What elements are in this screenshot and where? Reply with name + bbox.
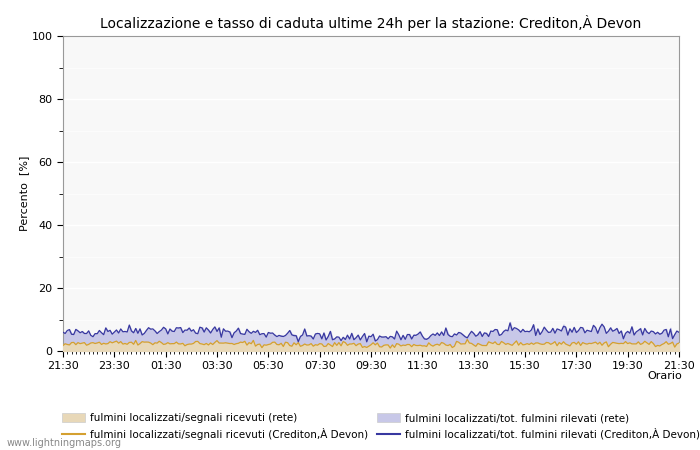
Text: Orario: Orario bbox=[648, 371, 682, 381]
Text: www.lightningmaps.org: www.lightningmaps.org bbox=[7, 438, 122, 448]
Legend: fulmini localizzati/segnali ricevuti (rete), fulmini localizzati/segnali ricevut: fulmini localizzati/segnali ricevuti (re… bbox=[62, 413, 700, 441]
Y-axis label: Percento  [%]: Percento [%] bbox=[19, 156, 29, 231]
Title: Localizzazione e tasso di caduta ultime 24h per la stazione: Crediton,À Devon: Localizzazione e tasso di caduta ultime … bbox=[100, 15, 642, 31]
